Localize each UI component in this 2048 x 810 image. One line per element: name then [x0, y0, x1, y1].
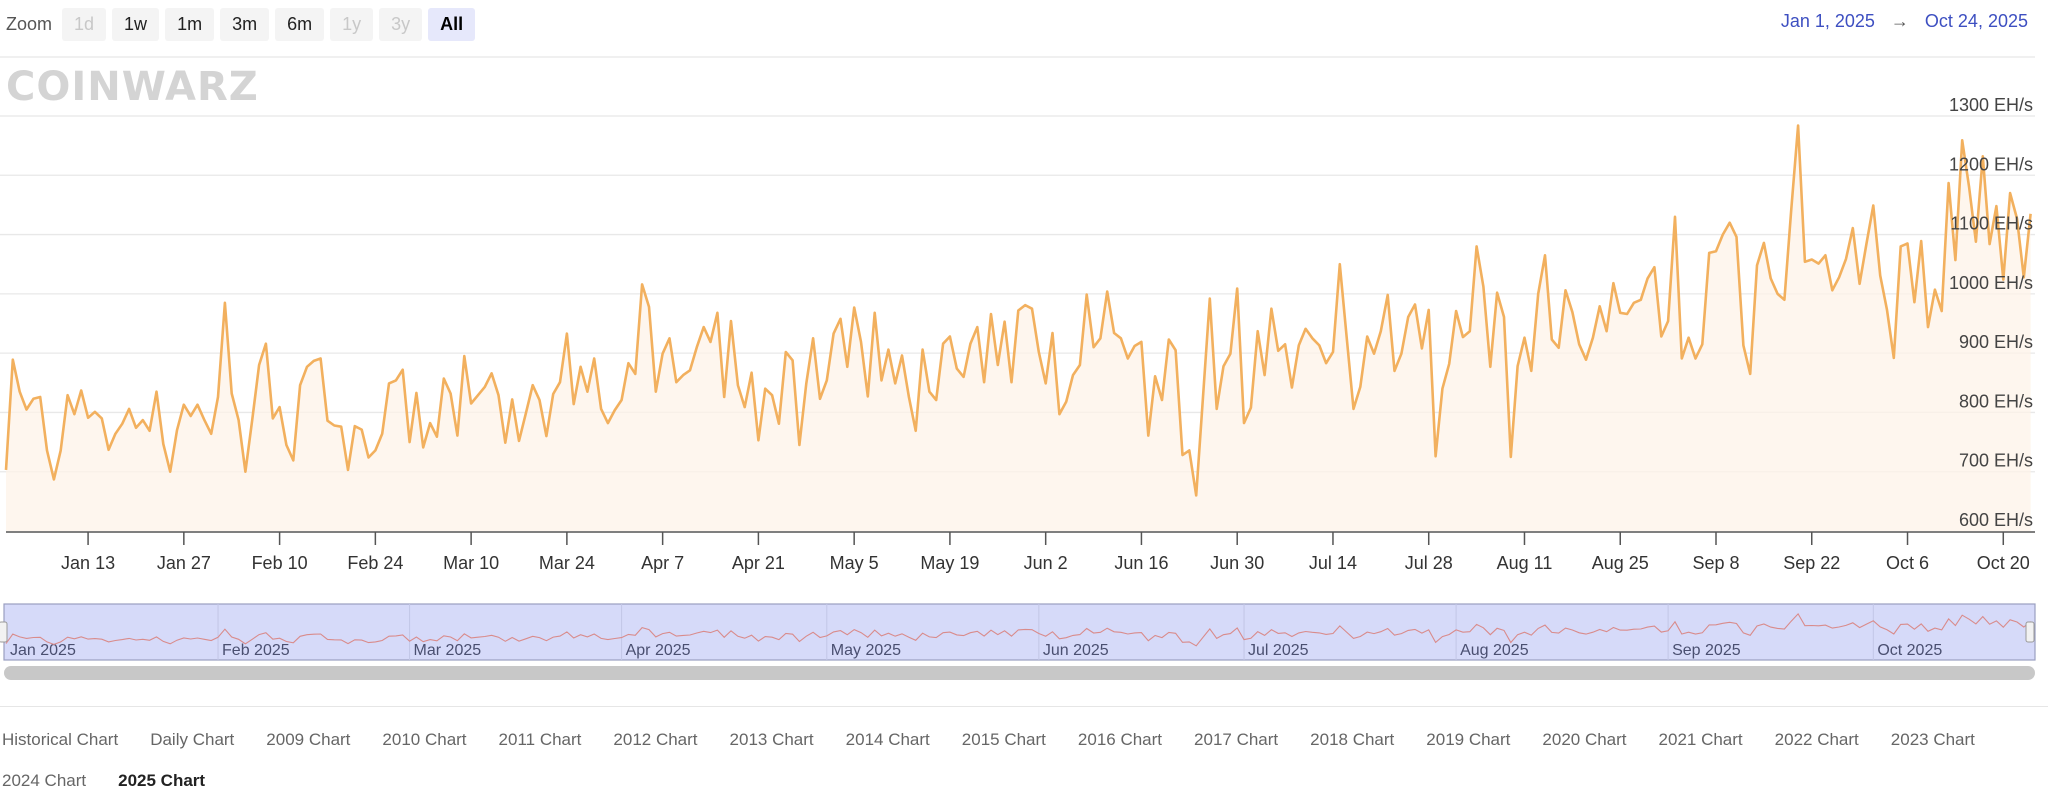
- y-tick-label: 600 EH/s: [1959, 510, 2033, 530]
- x-tick-label: Sep 22: [1783, 553, 1840, 573]
- zoom-6m-button[interactable]: 6m: [275, 8, 325, 41]
- chart-link[interactable]: 2013 Chart: [729, 730, 814, 749]
- chart-link[interactable]: 2009 Chart: [266, 730, 351, 749]
- x-tick-label: Jan 13: [61, 553, 115, 573]
- x-tick-label: Jun 16: [1114, 553, 1168, 573]
- hashrate-chart: COINWARZ Jan 13 Jan 27 Feb 10 Feb 24 Mar 10 M…: [0, 56, 2036, 680]
- arrow-right-icon: →: [1890, 11, 1909, 31]
- chart-link[interactable]: Historical Chart: [2, 730, 119, 749]
- zoom-1y-button[interactable]: 1y: [330, 8, 374, 41]
- y-tick-label: 1000 EH/s: [1949, 273, 2033, 293]
- x-tick-label: Sep 8: [1692, 553, 1739, 573]
- chart-link[interactable]: 2018 Chart: [1310, 730, 1395, 749]
- chart-link[interactable]: 2025 Chart: [118, 771, 206, 790]
- zoom-selector: Zoom 1d 1w 1m 3m 6m 1y 3y All: [6, 8, 476, 41]
- navigator-tick-label: Oct 2025: [1877, 642, 1942, 659]
- date-range: Jan 1, 2025 → Oct 24, 2025: [1781, 11, 2028, 32]
- hashrate-area: [6, 125, 2031, 531]
- x-tick-label: Aug 11: [1497, 553, 1553, 573]
- x-tick-label: Jul 28: [1405, 553, 1453, 573]
- links-divider: [0, 706, 2048, 707]
- chart-link[interactable]: 2020 Chart: [1542, 730, 1627, 749]
- navigator-tick-label: Jun 2025: [1043, 642, 1109, 659]
- navigator-tick-label: Feb 2025: [222, 642, 290, 659]
- navigator-right-handle[interactable]: [2025, 621, 2035, 643]
- navigator-tick-label: Apr 2025: [626, 642, 691, 659]
- navigator-tick-label: Aug 2025: [1460, 642, 1529, 659]
- chart-link[interactable]: 2022 Chart: [1774, 730, 1859, 749]
- x-tick-label: Jul 14: [1309, 553, 1357, 573]
- x-tick-label: Aug 25: [1592, 553, 1649, 573]
- navigator-selected-range: [3, 603, 2036, 661]
- x-tick-label: Oct 20: [1977, 553, 2030, 573]
- chart-link[interactable]: 2023 Chart: [1890, 730, 1975, 749]
- navigator-tick-label: Sep 2025: [1672, 642, 1741, 659]
- y-tick-label: 700 EH/s: [1959, 451, 2033, 471]
- chart-link[interactable]: 2019 Chart: [1426, 730, 1511, 749]
- x-tick-label: Apr 21: [732, 553, 785, 573]
- navigator-tick-label: Mar 2025: [414, 642, 482, 659]
- x-tick-label: Jan 27: [157, 553, 211, 573]
- chart-link[interactable]: 2016 Chart: [1077, 730, 1163, 749]
- coinwarz-logo: COINWARZ: [6, 64, 259, 110]
- x-tick-label: Mar 24: [539, 553, 595, 573]
- x-tick-label: May 19: [920, 553, 979, 573]
- chart-link[interactable]: 2012 Chart: [613, 730, 698, 749]
- hashrate-line: [4, 124, 2032, 497]
- chart-link[interactable]: 2024 Chart: [2, 771, 87, 790]
- zoom-1w-button[interactable]: 1w: [112, 8, 160, 41]
- range-from-input[interactable]: Jan 1, 2025: [1780, 11, 1875, 31]
- x-tick-label: Jun 30: [1210, 553, 1264, 573]
- x-tick-label: Jun 2: [1024, 553, 1068, 573]
- zoom-1d-button[interactable]: 1d: [62, 8, 107, 41]
- x-tick-label: May 5: [830, 553, 879, 573]
- y-tick-label: 1300 EH/s: [1949, 95, 2033, 115]
- chart-link[interactable]: Daily Chart: [150, 730, 235, 749]
- navigator[interactable]: Jan 2025 Feb 2025 Mar 2025 Apr 2025 May 2025…: [0, 603, 2036, 680]
- navigator-scrollbar[interactable]: [4, 666, 2035, 680]
- navigator-tick-label: May 2025: [831, 642, 901, 659]
- zoom-all-button[interactable]: All: [428, 8, 476, 41]
- navigator-left-handle[interactable]: [0, 621, 8, 643]
- navigator-line: [5, 612, 2031, 647]
- navigator-tick-label: Jan 2025: [10, 642, 76, 659]
- chart-link[interactable]: 2010 Chart: [382, 730, 467, 749]
- x-tick-label: Feb 10: [252, 553, 308, 573]
- zoom-3y-button[interactable]: 3y: [379, 8, 423, 41]
- chart-link[interactable]: 2014 Chart: [845, 730, 930, 749]
- x-tick-label: Apr 7: [641, 553, 684, 573]
- y-tick-label: 900 EH/s: [1959, 332, 2033, 352]
- chart-link[interactable]: 2017 Chart: [1194, 730, 1279, 749]
- y-tick-label: 800 EH/s: [1959, 391, 2033, 411]
- chart-links: Historical Chart Daily Chart 2009 Chart 201…: [2, 730, 2046, 791]
- x-tick-label: Oct 6: [1886, 553, 1929, 573]
- y-tick-label: 1100 EH/s: [1950, 214, 2033, 234]
- x-tick-label: Feb 24: [347, 553, 403, 573]
- x-tick-label: Mar 10: [443, 553, 499, 573]
- y-tick-label: 1200 EH/s: [1949, 154, 2033, 174]
- zoom-1m-button[interactable]: 1m: [165, 8, 215, 41]
- navigator-tick-label: Jul 2025: [1248, 642, 1309, 659]
- zoom-3m-button[interactable]: 3m: [220, 8, 270, 41]
- chart-link[interactable]: 2015 Chart: [961, 730, 1046, 749]
- zoom-label: Zoom: [6, 14, 53, 34]
- range-to-input[interactable]: Oct 24, 2025: [1924, 11, 2028, 31]
- chart-link[interactable]: 2021 Chart: [1658, 730, 1743, 749]
- chart-link[interactable]: 2011 Chart: [498, 730, 582, 749]
